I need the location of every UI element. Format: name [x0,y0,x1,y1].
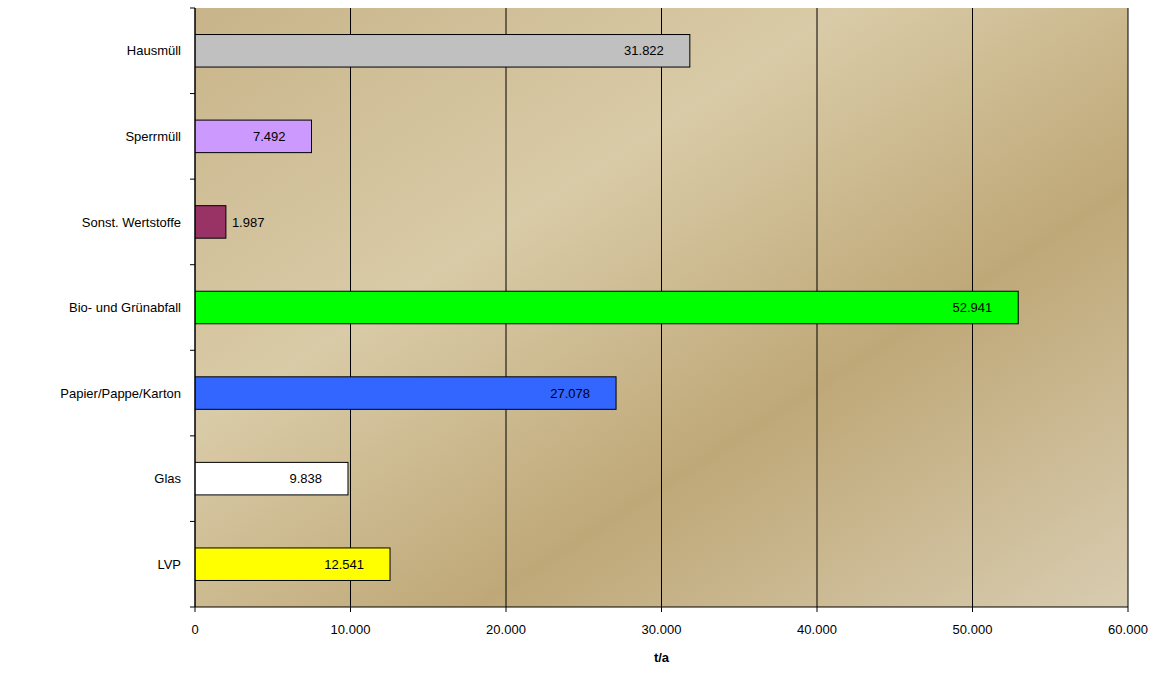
chart: 31.822 7.492 1.987 52.941 27.078 9.838 12.541 H… [0,0,1159,674]
grid-line [195,8,196,607]
x-tick-label: 30.000 [642,622,682,637]
y-tick [190,521,195,522]
category-label: Hausmüll [127,43,181,58]
x-tick-label: 40.000 [797,622,837,637]
data-label: 1.987 [232,215,265,230]
x-tick [506,607,507,612]
x-tick [972,607,973,612]
category-label: Bio- und Grünabfall [69,300,181,315]
bar [195,291,1018,324]
bars [195,35,1018,581]
y-tick [190,435,195,436]
x-tick-label: 0 [191,622,198,637]
y-tick [190,350,195,351]
bar [195,462,348,495]
y-tick [190,264,195,265]
x-tick [195,607,196,612]
y-tick [190,179,195,180]
x-tick-label: 50.000 [953,622,993,637]
category-label: Glas [154,471,181,486]
grid-line [1128,8,1129,607]
y-tick [190,8,195,9]
category-label: Sonst. Wertstoffe [82,215,181,230]
x-tick [661,607,662,612]
x-tick [350,607,351,612]
data-label: 7.492 [253,129,286,144]
bar [195,35,690,68]
x-tick-label: 60.000 [1108,622,1148,637]
bar [195,120,312,153]
data-label: 9.838 [289,471,322,486]
plot-background [195,8,1128,607]
x-tick-label: 20.000 [486,622,526,637]
x-tick [817,607,818,612]
category-label: Sperrmüll [125,129,181,144]
y-tick [190,607,195,608]
category-label: LVP [157,557,181,572]
x-axis-title: t/a [654,650,670,665]
bar [195,206,226,239]
category-label: Papier/Pappe/Karton [60,386,181,401]
y-axis [195,8,196,607]
data-label: 12.541 [324,557,364,572]
bar [195,548,390,581]
y-tick [190,93,195,94]
bar [195,377,616,410]
data-label: 31.822 [624,43,664,58]
data-label: 52.941 [952,300,992,315]
x-tick-label: 10.000 [331,622,371,637]
data-label: 27.078 [550,386,590,401]
x-tick [1128,607,1129,612]
